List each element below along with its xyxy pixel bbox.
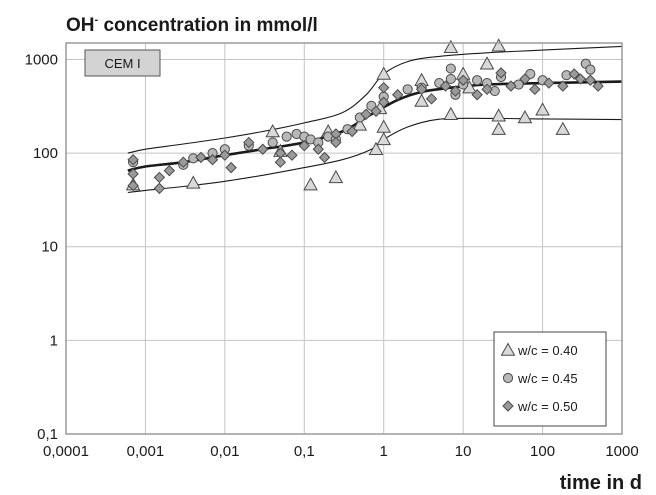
legend-label: w/c = 0.40 bbox=[517, 343, 578, 358]
point-wc-050 bbox=[378, 96, 390, 108]
point-wc-050 bbox=[495, 67, 507, 79]
point-wc-050 bbox=[225, 161, 237, 174]
y-tick-label: 0,1 bbox=[37, 426, 58, 443]
point-wc-050 bbox=[370, 105, 382, 117]
point-wc-040 bbox=[414, 93, 429, 107]
point-wc-050 bbox=[543, 77, 555, 89]
point-wc-050 bbox=[557, 80, 569, 92]
plot-frame bbox=[65, 42, 623, 435]
point-wc-040 bbox=[303, 177, 318, 191]
x-axis-tick-labels: 0,0001 0,001 0,01 0,1 1 10 100 1000 bbox=[43, 443, 639, 460]
point-wc-050 bbox=[243, 136, 255, 149]
point-wc-050 bbox=[286, 149, 298, 161]
point-wc-050 bbox=[439, 80, 452, 92]
point-wc-040 bbox=[491, 38, 507, 52]
point-wc-045 bbox=[402, 84, 413, 95]
point-wc-040 bbox=[376, 66, 392, 80]
chart-title: OH- concentration in mmol/l bbox=[66, 14, 318, 36]
x-tick-label: 0,001 bbox=[127, 443, 165, 460]
x-tick-label: 0,01 bbox=[210, 443, 239, 460]
point-wc-050 bbox=[177, 156, 190, 168]
point-wc-050 bbox=[360, 108, 372, 120]
x-tick-label: 1 bbox=[380, 443, 388, 460]
x-tick-label: 10 bbox=[455, 443, 472, 460]
point-wc-050 bbox=[163, 164, 176, 177]
point-wc-040 bbox=[517, 109, 533, 124]
y-tick-label: 10 bbox=[41, 239, 58, 256]
point-wc-050 bbox=[568, 68, 580, 80]
point-wc-045 bbox=[267, 137, 278, 148]
point-wc-040 bbox=[265, 124, 281, 138]
point-wc-040 bbox=[443, 106, 459, 120]
point-wc-040 bbox=[443, 39, 459, 53]
y-tick-label: 100 bbox=[33, 145, 58, 162]
point-wc-050 bbox=[127, 179, 139, 192]
legend-marker bbox=[500, 342, 516, 356]
point-wc-045 bbox=[472, 75, 483, 86]
point-wc-045 bbox=[445, 63, 456, 74]
legend-label: w/c = 0.45 bbox=[517, 371, 578, 386]
point-wc-040 bbox=[491, 108, 507, 122]
y-axis-tick-labels: 0,1 1 10 100 1000 bbox=[25, 51, 58, 443]
point-wc-050 bbox=[457, 74, 469, 86]
point-wc-050 bbox=[206, 154, 219, 166]
x-axis-title: time in d bbox=[560, 472, 642, 494]
point-wc-050 bbox=[153, 182, 166, 195]
point-wc-050 bbox=[127, 154, 139, 166]
point-wc-045 bbox=[281, 131, 292, 142]
point-wc-050 bbox=[298, 139, 310, 152]
legend-marker bbox=[502, 400, 514, 412]
cem-label: CEM I bbox=[104, 56, 140, 71]
x-tick-label: 0,0001 bbox=[43, 443, 89, 460]
legend: w/c = 0.40 w/c = 0.45 w/c = 0.50 bbox=[493, 331, 607, 427]
legend-marker bbox=[502, 372, 514, 384]
point-wc-040 bbox=[352, 117, 368, 131]
point-wc-040 bbox=[376, 119, 392, 133]
point-wc-040 bbox=[328, 169, 344, 184]
point-wc-050 bbox=[318, 151, 331, 164]
point-wc-050 bbox=[312, 143, 324, 155]
y-tick-label: 1000 bbox=[25, 51, 58, 68]
point-wc-040 bbox=[479, 56, 495, 70]
point-wc-050 bbox=[471, 89, 483, 101]
data-points bbox=[125, 38, 604, 195]
point-wc-050 bbox=[195, 151, 207, 164]
x-tick-label: 0,1 bbox=[294, 443, 315, 460]
point-wc-050 bbox=[330, 136, 342, 149]
point-wc-050 bbox=[274, 156, 287, 168]
cem-label-box: CEM I bbox=[84, 49, 161, 77]
point-wc-050 bbox=[505, 80, 517, 92]
point-wc-050 bbox=[449, 85, 462, 97]
point-wc-050 bbox=[257, 143, 269, 155]
point-wc-040 bbox=[368, 141, 384, 155]
point-wc-040 bbox=[535, 102, 550, 116]
point-wc-050 bbox=[584, 74, 597, 86]
point-wc-050 bbox=[481, 83, 493, 96]
point-wc-045 bbox=[445, 73, 456, 85]
point-wc-040 bbox=[491, 121, 507, 135]
point-wc-050 bbox=[425, 93, 438, 105]
point-wc-045 bbox=[585, 64, 596, 75]
y-tick-label: 1 bbox=[50, 332, 58, 349]
point-wc-050 bbox=[592, 80, 604, 92]
point-wc-050 bbox=[219, 149, 231, 161]
point-wc-040 bbox=[376, 131, 392, 146]
point-wc-045 bbox=[489, 85, 500, 97]
point-wc-050 bbox=[127, 168, 139, 180]
legend-label: w/c = 0.50 bbox=[517, 399, 578, 414]
point-wc-050 bbox=[153, 171, 166, 184]
point-wc-050 bbox=[378, 81, 390, 94]
x-tick-label: 100 bbox=[530, 443, 555, 460]
point-wc-040 bbox=[185, 175, 201, 189]
point-wc-050 bbox=[519, 73, 531, 85]
curve-upper bbox=[127, 45, 623, 154]
point-wc-050 bbox=[529, 83, 541, 96]
point-wc-050 bbox=[574, 73, 587, 85]
x-tick-label: 1000 bbox=[605, 443, 638, 460]
point-wc-050 bbox=[415, 83, 428, 96]
point-wc-050 bbox=[346, 125, 358, 138]
point-wc-050 bbox=[391, 89, 404, 101]
point-wc-040 bbox=[555, 121, 571, 135]
